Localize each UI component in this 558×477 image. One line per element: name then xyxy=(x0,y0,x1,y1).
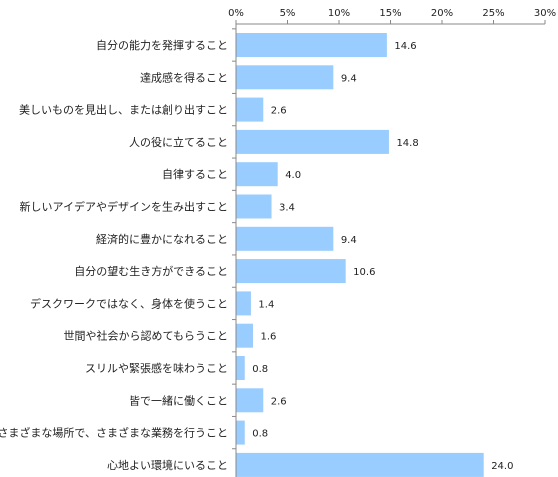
value-label: 10.6 xyxy=(353,267,375,278)
value-label: 2.6 xyxy=(271,106,287,117)
bar xyxy=(236,388,264,413)
category-label: スリルや緊張感を味わうこと xyxy=(85,362,228,375)
x-tick-label: 10% xyxy=(328,8,350,19)
x-tick-label: 5% xyxy=(280,8,296,19)
bar xyxy=(236,226,334,251)
bar xyxy=(236,420,245,445)
value-label: 4.0 xyxy=(285,170,301,181)
bar xyxy=(236,162,278,187)
category-label: 人の役に立てること xyxy=(129,135,228,149)
bar xyxy=(236,129,389,154)
category-label: 皆で一緒に働くこと xyxy=(129,393,228,407)
category-label: 自律すること xyxy=(162,168,228,181)
value-label: 9.4 xyxy=(341,235,357,246)
bar xyxy=(236,356,245,380)
category-label: 自分の能力を発揮すること xyxy=(96,38,228,52)
category-label: 心地よい環境にいること xyxy=(107,458,228,472)
x-tick-label: 30% xyxy=(534,8,556,19)
bar xyxy=(236,33,387,57)
x-tick-label: 20% xyxy=(431,8,453,19)
category-label: 新しいアイデアやデザインを生み出すこと xyxy=(20,200,228,214)
value-label: 2.6 xyxy=(271,396,287,407)
x-tick-label: 15% xyxy=(379,8,401,19)
value-label: 9.4 xyxy=(341,73,357,84)
value-label: 0.8 xyxy=(252,364,268,375)
bar xyxy=(236,323,253,348)
category-label: 経済的に豊かになれること xyxy=(96,232,228,246)
value-label: 1.4 xyxy=(258,299,274,310)
bar xyxy=(236,452,484,477)
category-label: 世間や社会から認めてもらうこと xyxy=(64,329,228,343)
x-tick-label: 0% xyxy=(228,8,244,19)
bar xyxy=(236,97,264,122)
bars-layer xyxy=(236,33,484,477)
bar xyxy=(236,65,334,90)
value-label: 14.6 xyxy=(394,41,416,52)
value-label: 14.8 xyxy=(396,138,418,149)
category-label: さまざまな場所で、さまざまな業務を行うこと xyxy=(0,426,228,440)
bar xyxy=(236,194,272,219)
value-label: 1.6 xyxy=(260,332,276,343)
bar xyxy=(236,259,346,284)
category-label: 達成感を得ること xyxy=(140,71,228,84)
category-label: デスクワークではなく、身体を使うこと xyxy=(30,296,228,310)
value-label: 0.8 xyxy=(252,429,268,440)
value-label: 3.4 xyxy=(279,203,295,214)
x-tick-label: 25% xyxy=(482,8,504,19)
axis-layer: 0% 5% 10% 15% 20% 25% 30% xyxy=(228,8,556,477)
labels-layer: 自分の能力を発揮すること 14.6 達成感を得ること 9.4 美しいものを見出し、または… xyxy=(0,38,513,472)
value-label: 24.0 xyxy=(491,461,513,472)
category-label: 美しいものを見出し、または創り出すこと xyxy=(19,103,228,117)
bar xyxy=(236,291,251,316)
category-label: 自分の望む生き方ができること xyxy=(74,264,228,278)
